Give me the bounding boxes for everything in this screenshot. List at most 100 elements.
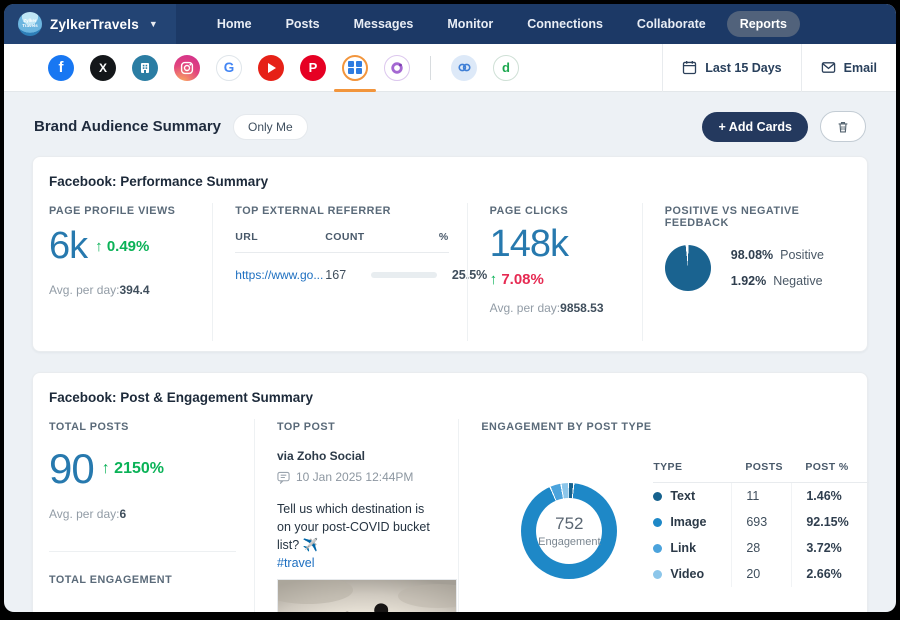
feedback-widget: POSITIVE VS NEGATIVE FEEDBACK 98.08% Pos…	[641, 203, 867, 341]
metric-row: 90 ↑ 2150%	[49, 446, 236, 491]
referrer-url-link[interactable]: https://www.go...	[235, 268, 324, 282]
app-window: Zylker Travels ZylkerTravels ▼ Home Post…	[4, 4, 896, 612]
donut-center: 752 Engagement	[536, 498, 603, 564]
delete-button[interactable]	[820, 111, 866, 142]
referrer-count: 167	[325, 268, 347, 282]
page-clicks-widget: PAGE CLICKS 148k ↑ 7.08% Avg. per day:98…	[466, 203, 642, 341]
date-range-selector[interactable]: Last 15 Days	[662, 43, 800, 92]
engagement-donut-chart: 752 Engagement	[521, 483, 618, 579]
row-type: Video	[653, 567, 731, 581]
all-networks-grid-icon[interactable]	[334, 54, 376, 92]
email-label: Email	[843, 60, 877, 75]
brand-logo-text: Zylker Travels	[22, 18, 38, 28]
link-legend-dot	[653, 543, 663, 553]
avg-label: Avg. per day:	[49, 507, 120, 522]
main-content: Brand Audience Summary Only Me + Add Car…	[4, 92, 896, 612]
camera-icon	[180, 61, 194, 74]
post-image[interactable]	[277, 579, 457, 612]
section-actions: + Add Cards	[702, 111, 866, 142]
total-posts-change: ↑ 2150%	[102, 460, 164, 478]
referrer-percent: 25.5%	[451, 268, 488, 282]
nav-item-connections[interactable]: Connections	[527, 17, 603, 31]
avg-per-day: Avg. per day:6	[49, 507, 236, 521]
donut-center-value: 752	[555, 514, 584, 533]
performance-columns: PAGE PROFILE VIEWS 6k ↑ 0.49% Avg. per d…	[33, 203, 867, 341]
pct-value: 92.15%	[791, 509, 869, 535]
pinterest-icon[interactable]: P	[300, 54, 326, 81]
col-post-percent: POST %	[805, 461, 849, 473]
post-source: via Zoho Social	[277, 449, 366, 463]
youtube-icon[interactable]	[258, 54, 284, 81]
community-purple-icon[interactable]	[384, 54, 410, 81]
calendar-icon	[683, 60, 697, 75]
pct-value: 1.46%	[791, 483, 869, 509]
col-percent: %	[438, 231, 449, 243]
widget-label: POSITIVE VS NEGATIVE FEEDBACK	[664, 205, 800, 229]
post-date: 10 Jan 2025 12:44PM	[296, 470, 414, 484]
avg-value: 6	[119, 507, 127, 522]
nav-item-collaborate[interactable]: Collaborate	[636, 17, 706, 31]
metric-row: 6k ↑ 0.49%	[49, 226, 194, 267]
nav-item-posts[interactable]: Posts	[285, 17, 320, 31]
positive-label: Positive	[780, 248, 824, 262]
negative-legend-item: 1.92% Negative	[731, 274, 824, 288]
table-row: Image 693 92.15%	[653, 509, 869, 535]
engagement-table-header: TYPE POSTS POST %	[653, 461, 870, 483]
dailymotion-icon[interactable]: d	[493, 54, 519, 81]
col-count: COUNT	[325, 231, 365, 243]
change-row: ↑ 7.08%	[490, 271, 624, 288]
nav-item-reports[interactable]: Reports	[726, 11, 800, 37]
feedback-chart-row: 98.08% Positive 1.92% Negative	[664, 245, 849, 291]
page-clicks-value: 148k	[489, 223, 569, 265]
type-label: Video	[670, 567, 705, 581]
instagram-icon[interactable]	[174, 54, 200, 81]
avg-value: 9858.53	[560, 300, 604, 315]
widget-label: TOTAL POSTS	[49, 421, 129, 433]
post-text: Tell us which destination is on your pos…	[277, 502, 430, 553]
nav-item-messages[interactable]: Messages	[353, 17, 414, 31]
posts-value: 20	[731, 561, 791, 587]
widget-label: TOP POST	[277, 421, 336, 433]
add-cards-button[interactable]: + Add Cards	[702, 111, 808, 142]
change-percent: 2150%	[114, 460, 164, 478]
link-connections-icon[interactable]	[451, 54, 477, 81]
post-date-row: 10 Jan 2025 12:44PM	[277, 470, 440, 484]
date-range-label: Last 15 Days	[705, 60, 782, 75]
engagement-by-type-widget: ENGAGEMENT BY POST TYPE 752 Engagement T…	[458, 419, 870, 612]
main-nav: Home Posts Messages Monitor Connections …	[204, 11, 800, 37]
section-header: Brand Audience Summary Only Me + Add Car…	[32, 92, 868, 156]
widget-label: PAGE PROFILE VIEWS	[49, 205, 176, 217]
table-row: Link 28 3.72%	[653, 535, 869, 561]
widget-label: ENGAGEMENT BY POST TYPE	[481, 421, 652, 433]
engagement-table: TYPE POSTS POST % Text 11 1.46% Image	[653, 461, 870, 587]
post-hashtag-link[interactable]: #travel	[277, 556, 315, 571]
play-icon	[268, 62, 276, 73]
brand-switcher[interactable]: Zylker Travels ZylkerTravels ▼	[4, 4, 176, 44]
top-post-widget: TOP POST via Zoho Social 10 Jan 2025 12:…	[254, 419, 458, 612]
positive-value: 98.08%	[730, 248, 774, 262]
brand-name: ZylkerTravels	[50, 16, 139, 32]
referrer-table-header: URL COUNT %	[235, 231, 449, 253]
col-type: TYPE	[653, 461, 683, 473]
business-page-icon[interactable]	[132, 54, 158, 81]
network-bar: f X G P d Las	[4, 43, 896, 92]
nav-item-home[interactable]: Home	[216, 17, 252, 31]
col-url: URL	[235, 231, 259, 243]
row-type: Text	[653, 489, 731, 503]
x-twitter-icon[interactable]: X	[90, 54, 116, 81]
facebook-icon[interactable]: f	[48, 54, 74, 81]
negative-label: Negative	[773, 274, 823, 288]
type-label: Image	[670, 515, 707, 529]
ring-icon	[391, 61, 403, 74]
avg-per-day: Avg. per day:394.4	[49, 283, 194, 297]
avg-per-day: Avg. per day:9858.53	[490, 301, 624, 315]
referrer-table: URL COUNT % https://www.go... 167 25.5%	[235, 231, 487, 282]
row-type: Link	[653, 541, 731, 555]
change-percent: 7.08%	[501, 270, 544, 288]
engagement-chart-row: 752 Engagement TYPE POSTS POST % T	[481, 461, 870, 587]
row-type: Image	[653, 515, 731, 529]
visibility-pill[interactable]: Only Me	[233, 113, 308, 140]
google-icon[interactable]: G	[216, 54, 242, 81]
email-button[interactable]: Email	[800, 43, 896, 92]
nav-item-monitor[interactable]: Monitor	[447, 17, 494, 31]
